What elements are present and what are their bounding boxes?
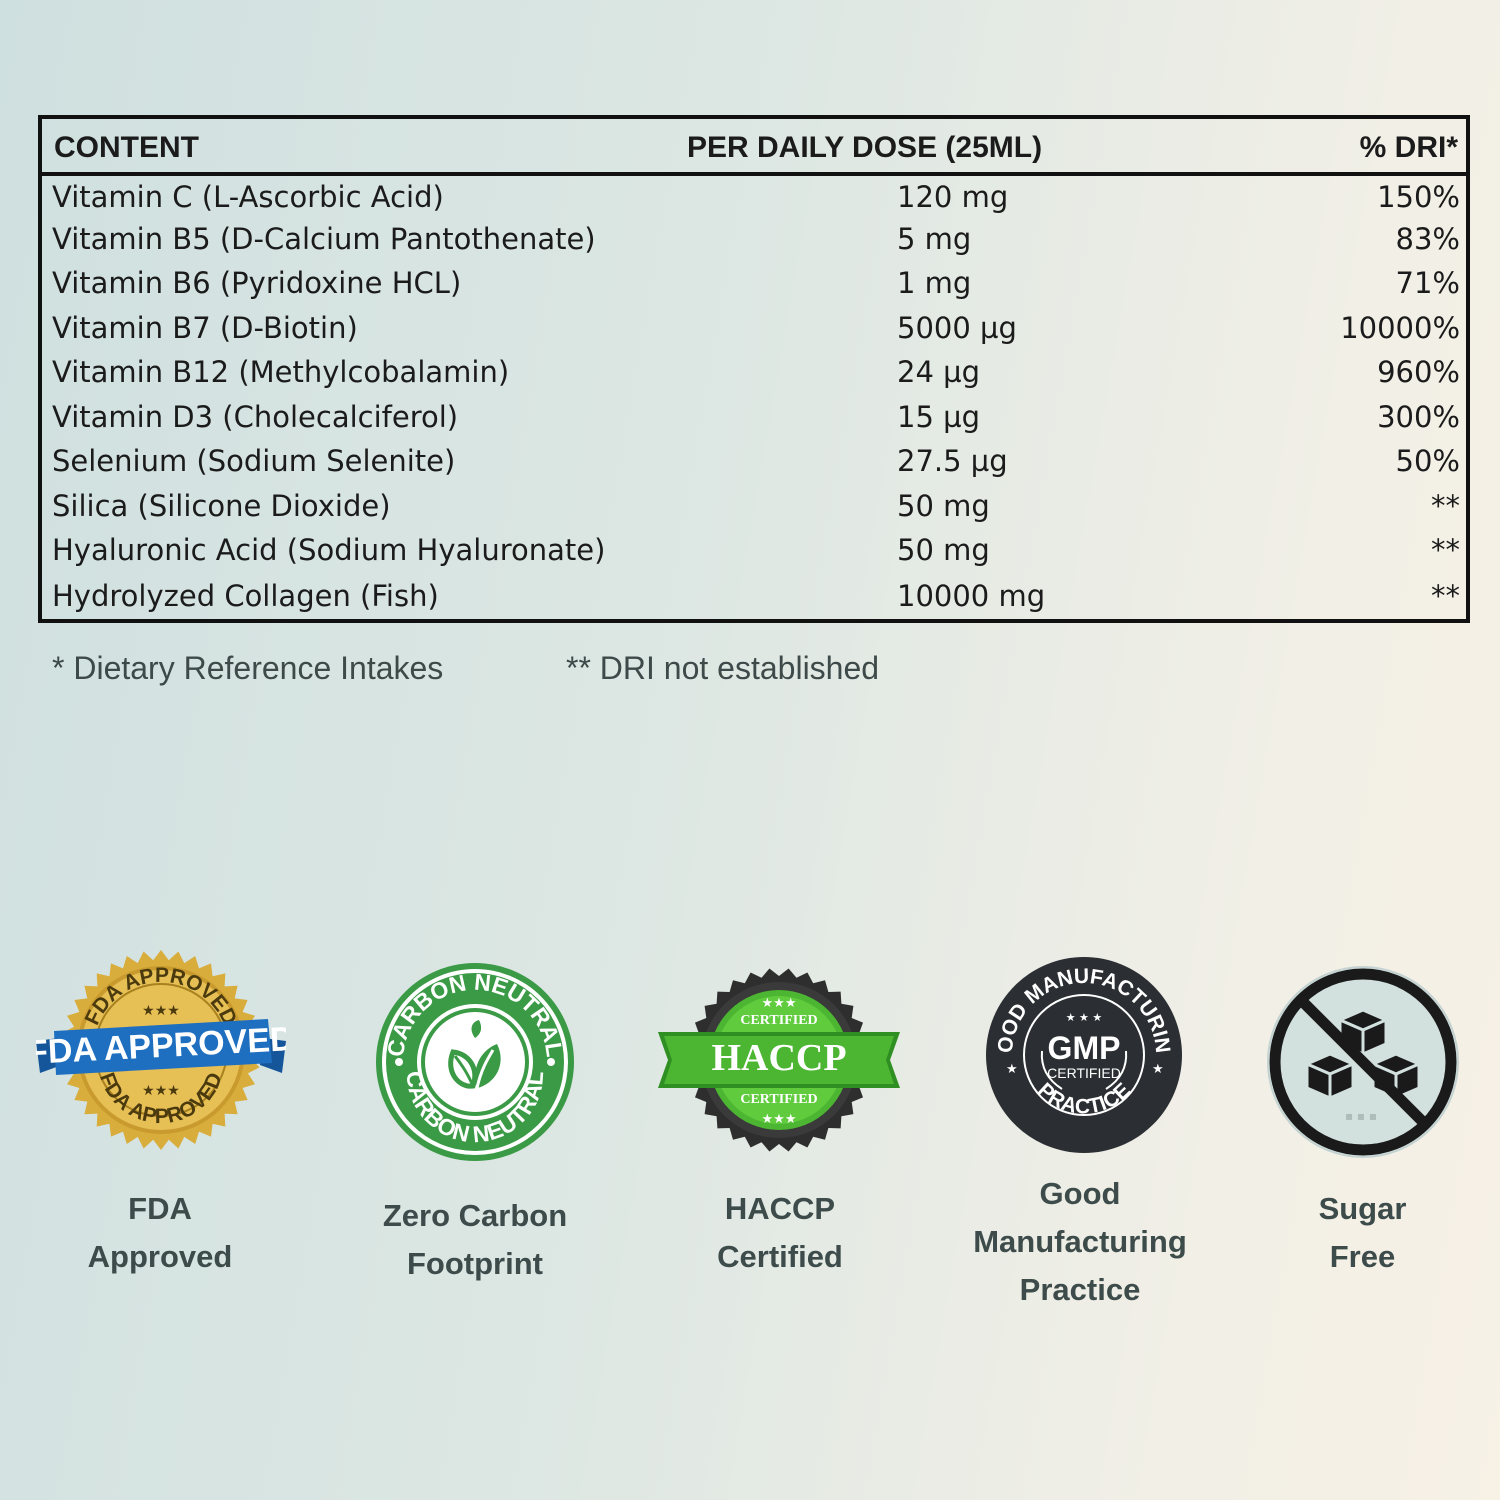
table-row: Hyaluronic Acid (Sodium Hyaluronate) 50 m… [42, 529, 1466, 573]
svg-text:★★★: ★★★ [142, 1083, 180, 1099]
header-dose: PER DAILY DOSE (25ML) [687, 131, 1043, 164]
ingredient-amount: 5000 µg [897, 311, 1017, 345]
table-row: Selenium (Sodium Selenite) 27.5 µg 50% [42, 440, 1466, 484]
svg-text:★★★: ★★★ [142, 1003, 180, 1019]
sugar-caption: Sugar Free [1245, 1185, 1480, 1281]
svg-text:★ ★ ★: ★ ★ ★ [1066, 1011, 1103, 1024]
ingredient-name: Hyaluronic Acid (Sodium Hyaluronate) [52, 533, 606, 567]
ingredient-amount: 24 µg [897, 355, 980, 389]
svg-text:CERTIFIED: CERTIFIED [1047, 1065, 1121, 1081]
gmp-caption-line2: Manufacturing [973, 1224, 1187, 1259]
carbon-caption-line1: Zero Carbon [382, 1198, 568, 1233]
gmp-caption-line3: Practice [1019, 1272, 1141, 1307]
fda-caption-line1: FDA [128, 1191, 192, 1226]
svg-text:▪ ▪ ▪: ▪ ▪ ▪ [1345, 1109, 1377, 1123]
ingredient-dri: ** [1431, 579, 1460, 613]
ingredient-amount: 50 mg [897, 489, 990, 523]
sugar-caption-line1: Sugar [1318, 1191, 1407, 1226]
sugar-caption-line2: Free [1329, 1239, 1396, 1274]
haccp-caption: HACCP Certified [660, 1185, 900, 1281]
ingredient-amount: 15 µg [897, 400, 980, 434]
ingredient-amount: 5 mg [897, 222, 972, 256]
fda-caption-line2: Approved [87, 1239, 233, 1274]
carbon-caption: Zero Carbon Footprint [350, 1192, 600, 1288]
ingredient-name: Vitamin B7 (D-Biotin) [52, 311, 358, 345]
ingredient-dri: 960% [1377, 355, 1460, 389]
ingredient-name: Vitamin D3 (Cholecalciferol) [52, 400, 459, 434]
svg-text:CERTIFIED: CERTIFIED [740, 1013, 817, 1028]
fda-caption: FDA Approved [55, 1185, 265, 1281]
table-row: Vitamin D3 (Cholecalciferol) 15 µg 300% [42, 396, 1466, 440]
ingredient-name: Vitamin B6 (Pyridoxine HCL) [52, 266, 462, 300]
ingredient-name: Selenium (Sodium Selenite) [52, 444, 456, 478]
carbon-neutral-leaf-icon: CARBON NEUTRAL CARBON NEUTRAL [376, 963, 574, 1161]
header-content: CONTENT [54, 131, 199, 164]
haccp-caption-line1: HACCP [724, 1191, 836, 1226]
svg-text:★: ★ [1006, 1062, 1018, 1077]
ingredient-amount: 120 mg [897, 180, 1009, 214]
ingredient-dri: 83% [1395, 222, 1460, 256]
ingredient-dri: ** [1431, 489, 1460, 523]
ingredient-amount: 10000 mg [897, 579, 1046, 613]
ingredient-dri: 50% [1395, 444, 1460, 478]
svg-text:★★★: ★★★ [762, 1112, 797, 1127]
ingredient-name: Vitamin B5 (D-Calcium Pantothenate) [52, 222, 596, 256]
gmp-certified-seal-icon: GOOD MANUFACTURING PRACTICE GMP CERTIFIE… [984, 955, 1182, 1153]
svg-text:GMP: GMP [1048, 1030, 1121, 1066]
header-dri: % DRI* [1359, 131, 1458, 164]
ingredient-dri: 10000% [1340, 311, 1460, 345]
ingredient-name: Vitamin C (L-Ascorbic Acid) [52, 180, 444, 214]
nutrition-table: CONTENT PER DAILY DOSE (25ML) % DRI* Vit… [38, 115, 1470, 623]
ingredient-dri: 71% [1395, 266, 1460, 300]
svg-text:HACCP: HACCP [711, 1037, 846, 1079]
dri-footnote: * Dietary Reference Intakes [52, 650, 444, 686]
svg-text:★★★: ★★★ [762, 996, 797, 1011]
ingredient-dri: 150% [1377, 180, 1460, 214]
haccp-caption-line2: Certified [717, 1239, 843, 1274]
table-row: Vitamin B6 (Pyridoxine HCL) 1 mg 71% [42, 262, 1466, 306]
ingredient-amount: 1 mg [897, 266, 972, 300]
carbon-caption-line2: Footprint [406, 1246, 543, 1281]
table-row: Silica (Silicone Dioxide) 50 mg ** [42, 485, 1466, 529]
ingredient-amount: 50 mg [897, 533, 990, 567]
table-header: CONTENT PER DAILY DOSE (25ML) % DRI* [42, 119, 1466, 176]
ingredient-name: Silica (Silicone Dioxide) [52, 489, 391, 523]
table-row: Vitamin B5 (D-Calcium Pantothenate) 5 mg 8… [42, 218, 1466, 262]
ingredient-dri: ** [1431, 533, 1460, 567]
svg-text:★: ★ [1152, 1062, 1164, 1077]
ingredient-name: Hydrolyzed Collagen (Fish) [52, 579, 439, 613]
table-row: Hydrolyzed Collagen (Fish) 10000 mg ** [42, 575, 1466, 619]
gmp-caption: Good Manufacturing Practice [955, 1170, 1205, 1314]
not-established-footnote: ** DRI not established [566, 650, 880, 686]
gmp-caption-line1: Good [1039, 1176, 1121, 1211]
ingredient-dri: 300% [1377, 400, 1460, 434]
haccp-certified-seal-icon: HACCP CERTIFIED CERTIFIED ★★★ ★★★ [658, 968, 900, 1152]
ingredient-amount: 27.5 µg [897, 444, 1008, 478]
fda-approved-seal-icon: FDA APPROVED FDA APPROVED FDA APPROVED ★… [36, 950, 286, 1150]
table-row: Vitamin C (L-Ascorbic Acid) 120 mg 150% [42, 176, 1466, 220]
svg-text:CERTIFIED: CERTIFIED [740, 1092, 817, 1107]
ingredient-name: Vitamin B12 (Methylcobalamin) [52, 355, 510, 389]
sugar-free-icon: ▪ ▪ ▪ [1267, 966, 1459, 1158]
table-row: Vitamin B7 (D-Biotin) 5000 µg 10000% [42, 307, 1466, 351]
table-row: Vitamin B12 (Methylcobalamin) 24 µg 960% [42, 351, 1466, 395]
